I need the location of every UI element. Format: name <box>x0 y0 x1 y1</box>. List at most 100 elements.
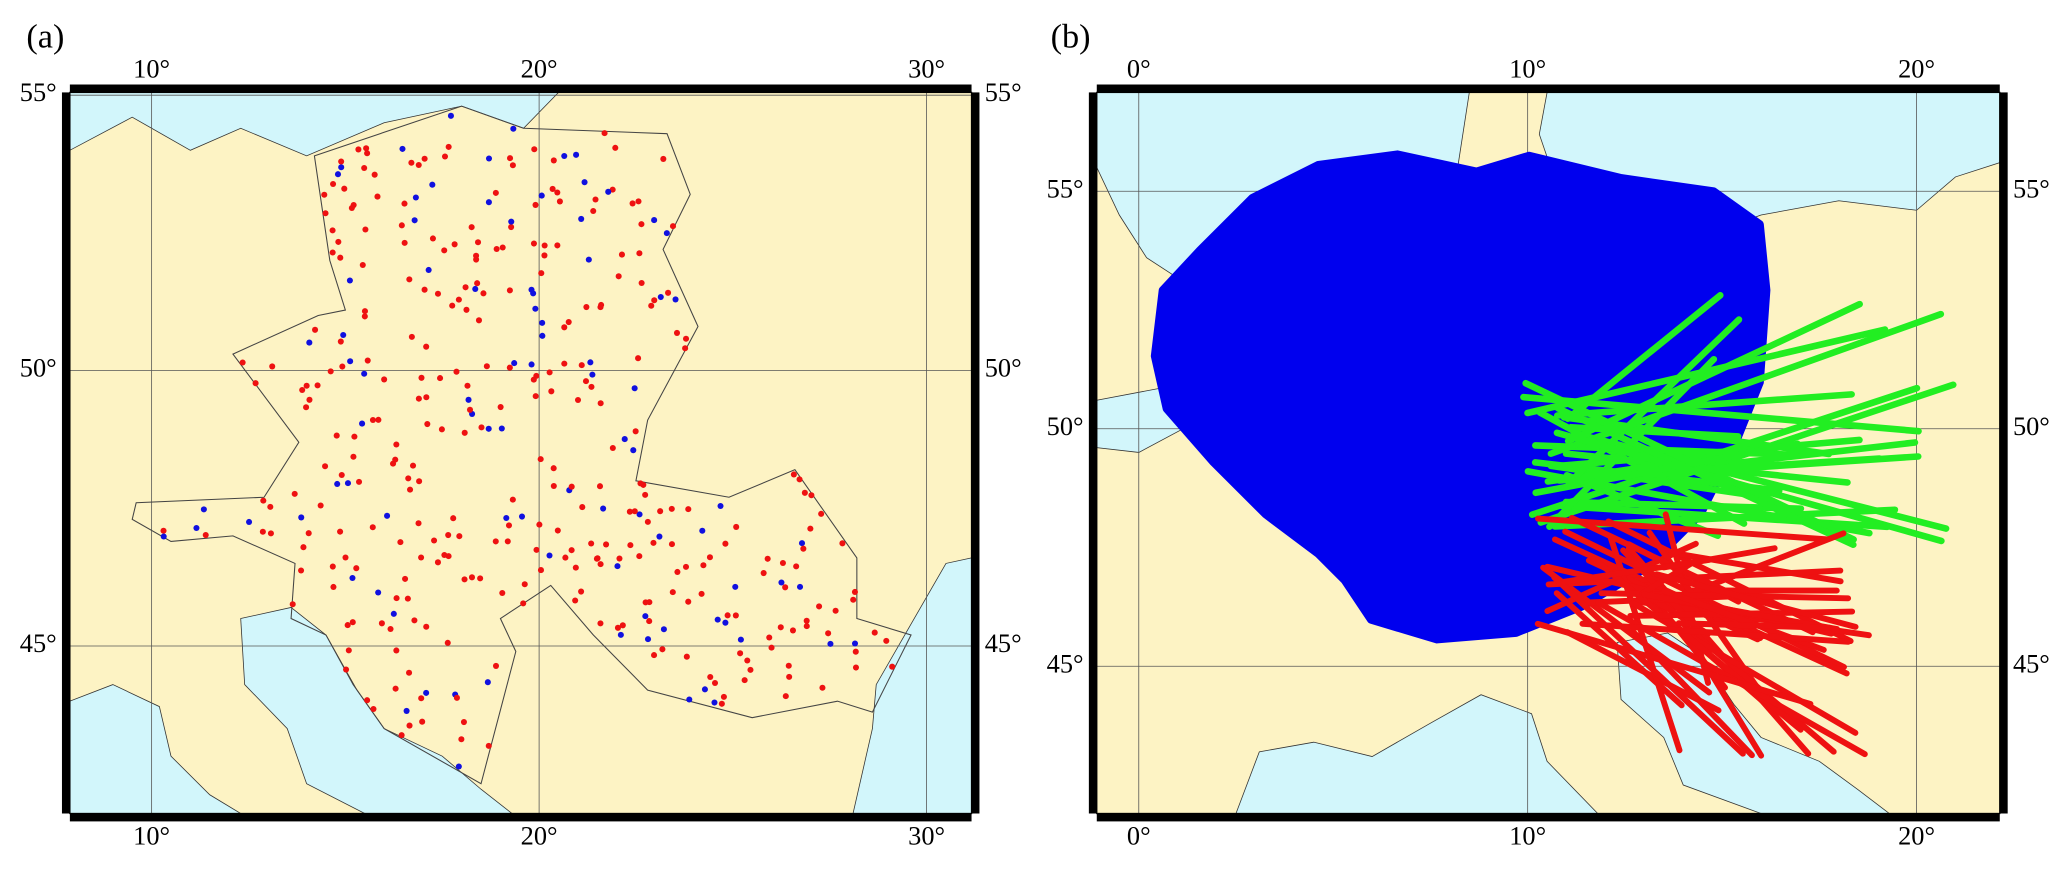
station <box>644 518 651 525</box>
station <box>825 630 832 637</box>
station <box>498 425 505 432</box>
y-tick-label: 45° <box>1047 649 1084 678</box>
station <box>478 424 485 431</box>
station <box>532 305 539 312</box>
map <box>69 92 972 814</box>
station <box>548 388 555 395</box>
station <box>510 125 517 132</box>
station <box>616 555 623 562</box>
station <box>528 361 535 368</box>
station <box>458 736 465 743</box>
station <box>492 662 500 669</box>
station <box>601 130 608 137</box>
station <box>598 301 605 308</box>
station <box>889 663 896 670</box>
station <box>587 359 594 366</box>
station <box>630 447 637 454</box>
station <box>317 502 324 509</box>
station <box>578 362 585 369</box>
station <box>659 646 666 653</box>
station <box>505 522 513 529</box>
station <box>669 589 676 596</box>
station <box>673 329 681 336</box>
station <box>803 617 810 624</box>
station <box>568 483 575 490</box>
station <box>314 382 321 389</box>
station <box>337 254 344 261</box>
station <box>711 679 719 687</box>
station <box>298 567 305 574</box>
station <box>583 304 590 311</box>
red-track <box>1660 545 1778 571</box>
station <box>711 699 718 706</box>
station <box>782 584 789 591</box>
red-track <box>1534 620 1814 707</box>
y-tick-label: 50° <box>1047 412 1084 441</box>
green-track <box>1564 291 1724 422</box>
station <box>651 297 658 304</box>
station <box>306 339 313 346</box>
station <box>392 685 399 692</box>
station <box>764 555 771 562</box>
station <box>638 221 645 228</box>
station <box>370 705 377 713</box>
station <box>597 620 604 627</box>
red-track <box>1551 574 1746 757</box>
station <box>766 634 773 641</box>
station <box>345 647 352 654</box>
station <box>714 616 721 623</box>
green-track <box>1553 391 1855 419</box>
station <box>429 181 436 188</box>
station <box>700 562 707 569</box>
station <box>626 508 633 515</box>
station <box>521 581 528 588</box>
station <box>672 296 679 303</box>
region-border <box>131 105 912 785</box>
station <box>335 238 342 245</box>
x-tick-label: 10° <box>133 822 170 851</box>
station <box>329 249 336 256</box>
station <box>321 191 328 198</box>
station <box>337 528 344 535</box>
y-tick-label: 50° <box>20 354 57 383</box>
station <box>520 600 527 607</box>
station <box>305 530 312 537</box>
station <box>322 463 329 470</box>
station <box>550 465 557 472</box>
station <box>561 360 568 367</box>
station <box>636 250 643 257</box>
y-tick-label: 45° <box>985 629 1022 658</box>
station <box>530 240 537 247</box>
station <box>506 287 513 294</box>
station <box>338 158 345 165</box>
station <box>338 471 345 479</box>
station <box>573 151 580 158</box>
station <box>596 483 604 490</box>
station <box>455 296 462 303</box>
station <box>369 524 376 531</box>
station <box>717 502 724 510</box>
station <box>597 400 604 407</box>
station <box>343 666 350 673</box>
station <box>592 196 599 203</box>
x-tick-label: 30° <box>908 54 945 83</box>
station <box>777 624 784 631</box>
station <box>421 155 428 162</box>
station <box>353 565 360 572</box>
station <box>347 358 354 365</box>
station <box>364 150 371 157</box>
station <box>362 226 369 233</box>
station <box>603 541 610 548</box>
station <box>818 510 825 517</box>
x-tick-label: 0° <box>1127 54 1151 83</box>
station <box>507 155 514 162</box>
panel-label: (b) <box>1051 18 1091 56</box>
station <box>464 382 471 389</box>
station <box>423 689 430 696</box>
station <box>629 200 636 207</box>
station <box>699 527 706 534</box>
station <box>334 171 342 178</box>
y-tick-label: 55° <box>20 78 57 107</box>
station <box>617 631 624 638</box>
sea <box>1235 694 1599 814</box>
